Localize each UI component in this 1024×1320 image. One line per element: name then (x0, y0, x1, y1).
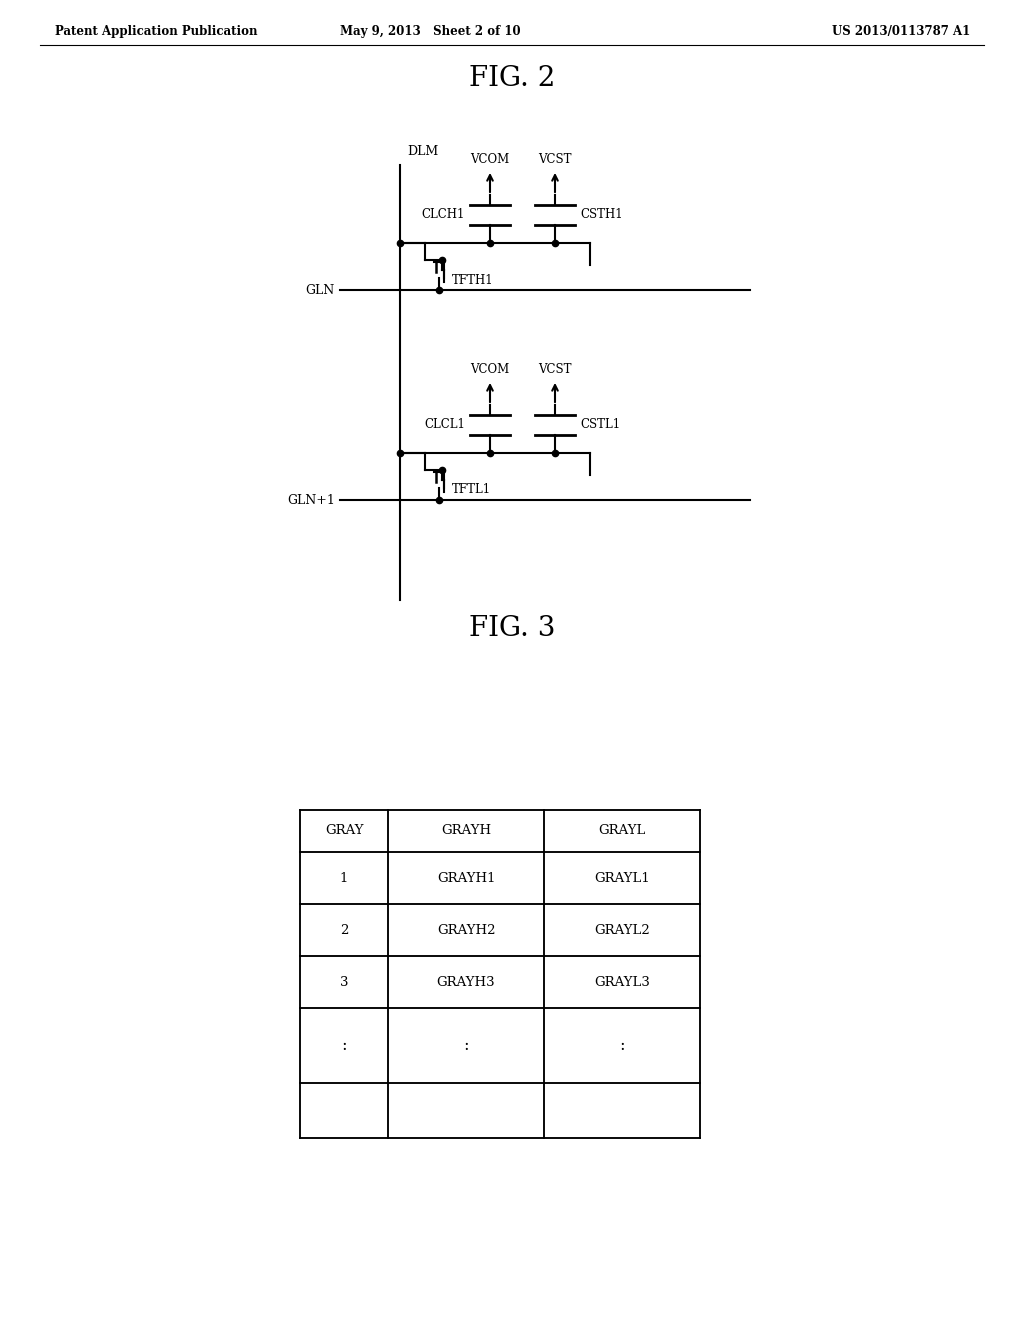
Text: GLN+1: GLN+1 (287, 494, 335, 507)
Text: GRAYL3: GRAYL3 (594, 975, 650, 989)
Text: :: : (463, 1038, 469, 1053)
Text: GRAYH: GRAYH (441, 825, 492, 837)
Text: 1: 1 (340, 871, 348, 884)
Text: CSTL1: CSTL1 (580, 418, 621, 432)
Text: CLCL1: CLCL1 (424, 418, 465, 432)
Text: CLCH1: CLCH1 (422, 209, 465, 222)
Text: GRAY: GRAY (325, 825, 364, 837)
Text: GRAYH3: GRAYH3 (436, 975, 496, 989)
Text: May 9, 2013   Sheet 2 of 10: May 9, 2013 Sheet 2 of 10 (340, 25, 520, 38)
Text: FIG. 2: FIG. 2 (469, 65, 555, 92)
Text: VCOM: VCOM (470, 363, 510, 376)
Text: FIG. 3: FIG. 3 (469, 615, 555, 642)
Text: GRAYH1: GRAYH1 (437, 871, 496, 884)
Text: US 2013/0113787 A1: US 2013/0113787 A1 (831, 25, 970, 38)
Text: GLN: GLN (306, 284, 335, 297)
Text: 2: 2 (340, 924, 348, 936)
Text: CSTH1: CSTH1 (580, 209, 623, 222)
Text: GRAYH2: GRAYH2 (437, 924, 496, 936)
Text: TFTL1: TFTL1 (452, 483, 492, 496)
Text: VCST: VCST (539, 153, 571, 166)
Text: :: : (341, 1038, 347, 1053)
Text: 3: 3 (340, 975, 348, 989)
Text: DLM: DLM (407, 145, 438, 158)
Text: VCOM: VCOM (470, 153, 510, 166)
Text: VCST: VCST (539, 363, 571, 376)
Text: GRAYL1: GRAYL1 (594, 871, 650, 884)
Text: TFTH1: TFTH1 (452, 273, 494, 286)
Text: :: : (620, 1038, 625, 1053)
Text: GRAYL: GRAYL (598, 825, 646, 837)
Text: Patent Application Publication: Patent Application Publication (55, 25, 257, 38)
Text: GRAYL2: GRAYL2 (594, 924, 650, 936)
